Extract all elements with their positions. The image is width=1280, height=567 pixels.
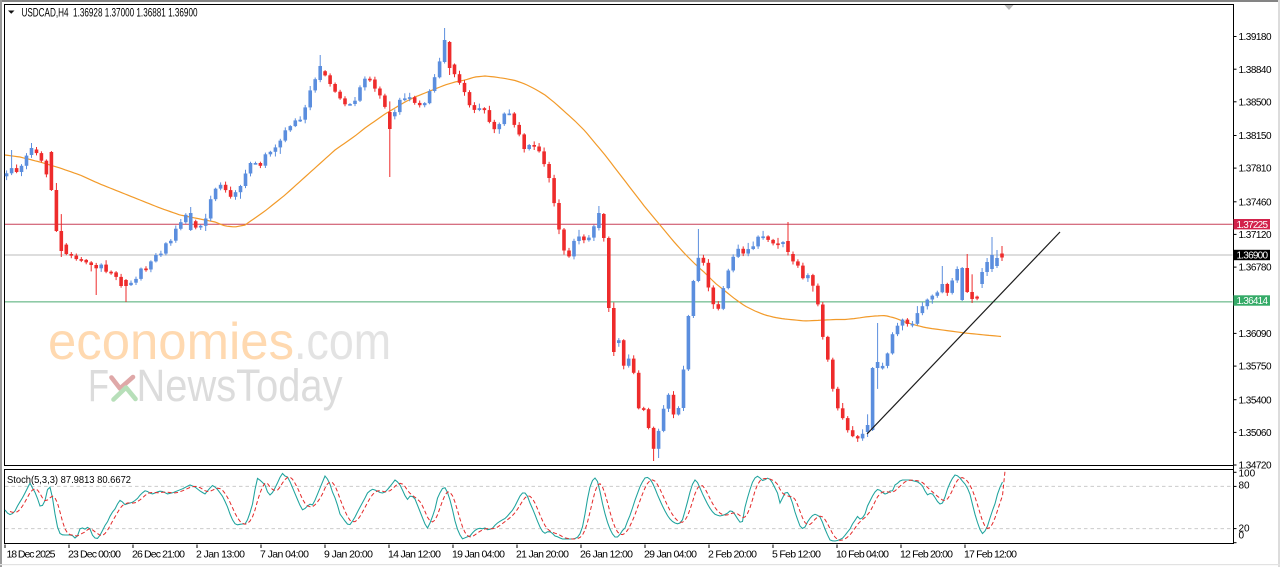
svg-text:21 Jan 20:00: 21 Jan 20:00: [516, 549, 569, 561]
svg-text:19 Jan 04:00: 19 Jan 04:00: [452, 549, 505, 561]
svg-text:1.36090: 1.36090: [1239, 329, 1272, 340]
svg-text:1.38840: 1.38840: [1239, 65, 1272, 76]
svg-text:18 Dec 2025: 18 Dec 2025: [7, 549, 56, 561]
svg-text:23 Dec 00:00: 23 Dec 00:00: [68, 549, 121, 561]
svg-text:1.35400: 1.35400: [1239, 395, 1272, 406]
svg-text:Stoch(5,3,3) 87.9813 80.6672: Stoch(5,3,3) 87.9813 80.6672: [7, 474, 131, 486]
svg-text:1.34720: 1.34720: [1239, 461, 1272, 472]
svg-text:1.37120: 1.37120: [1239, 230, 1272, 241]
svg-text:100: 100: [1239, 469, 1256, 480]
svg-text:1.39180: 1.39180: [1239, 32, 1272, 43]
svg-text:29 Jan 04:00: 29 Jan 04:00: [644, 549, 697, 561]
svg-text:.com: .com: [294, 313, 391, 371]
svg-text:10 Feb 04:00: 10 Feb 04:00: [836, 549, 889, 561]
svg-text:1.37460: 1.37460: [1239, 197, 1272, 208]
svg-text:F: F: [88, 360, 109, 411]
svg-text:1.38500: 1.38500: [1239, 97, 1272, 108]
svg-text:1.36414: 1.36414: [1237, 296, 1269, 307]
svg-text:7 Jan 04:00: 7 Jan 04:00: [260, 549, 309, 561]
svg-text:economies: economies: [48, 313, 294, 371]
svg-text:26 Dec 21:00: 26 Dec 21:00: [132, 549, 185, 561]
svg-text:1.35750: 1.35750: [1239, 362, 1272, 373]
svg-text:1.36900: 1.36900: [1237, 251, 1269, 262]
svg-text:NewsToday: NewsToday: [137, 360, 343, 411]
svg-text:5 Feb 12:00: 5 Feb 12:00: [772, 549, 821, 561]
svg-text:1.37810: 1.37810: [1239, 164, 1272, 175]
svg-text:1.35060: 1.35060: [1239, 428, 1272, 439]
svg-text:26 Jan 12:00: 26 Jan 12:00: [580, 549, 633, 561]
svg-text:2 Jan 13:00: 2 Jan 13:00: [196, 549, 245, 561]
svg-text:17 Feb 12:00: 17 Feb 12:00: [964, 549, 1017, 561]
svg-text:1.37225: 1.37225: [1237, 220, 1269, 231]
svg-text:14 Jan 12:00: 14 Jan 12:00: [388, 549, 441, 561]
svg-text:USDCAD,H4 1.36928 1.37000 1.3: USDCAD,H4 1.36928 1.37000 1.36881 1.3690…: [22, 5, 198, 19]
svg-text:20: 20: [1239, 524, 1251, 535]
svg-text:9 Jan 20:00: 9 Jan 20:00: [324, 549, 373, 561]
svg-text:2 Feb 20:00: 2 Feb 20:00: [708, 549, 757, 561]
svg-text:1.36780: 1.36780: [1239, 263, 1272, 274]
svg-text:80: 80: [1239, 480, 1251, 491]
svg-text:0: 0: [1239, 531, 1245, 542]
svg-text:12 Feb 20:00: 12 Feb 20:00: [900, 549, 953, 561]
svg-text:1.38150: 1.38150: [1239, 131, 1272, 142]
